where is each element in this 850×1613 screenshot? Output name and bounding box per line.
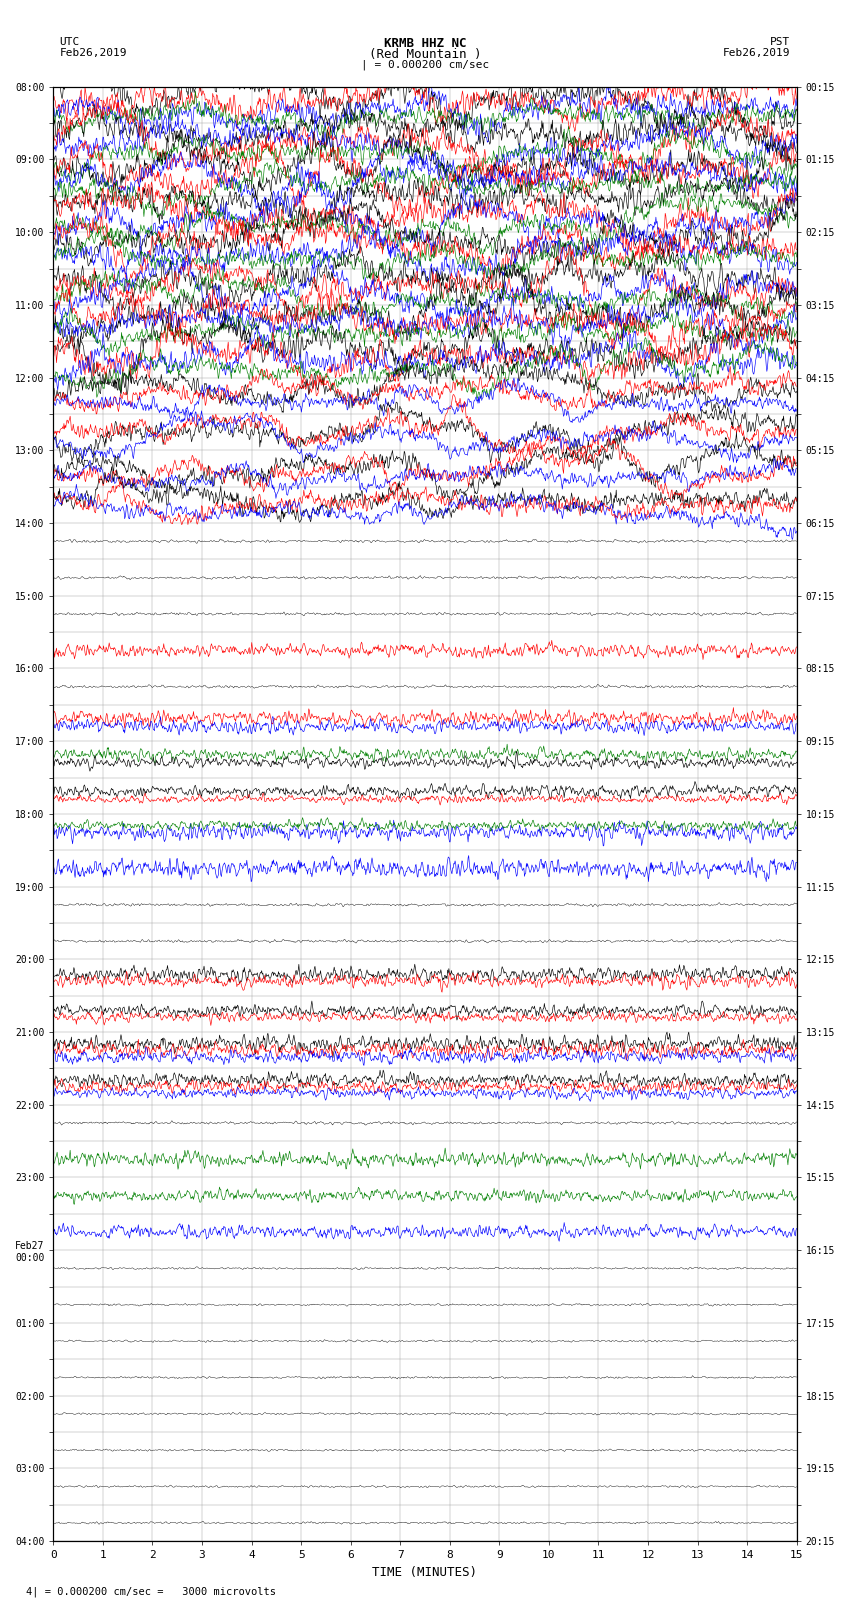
Text: KRMB HHZ NC: KRMB HHZ NC [383,37,467,50]
Text: UTC: UTC [60,37,80,47]
Text: 4| = 0.000200 cm/sec =   3000 microvolts: 4| = 0.000200 cm/sec = 3000 microvolts [26,1586,275,1597]
Text: Feb26,2019: Feb26,2019 [723,48,791,58]
Text: | = 0.000200 cm/sec: | = 0.000200 cm/sec [361,60,489,71]
Text: PST: PST [770,37,790,47]
Text: Feb26,2019: Feb26,2019 [60,48,127,58]
Text: (Red Mountain ): (Red Mountain ) [369,48,481,61]
X-axis label: TIME (MINUTES): TIME (MINUTES) [372,1566,478,1579]
